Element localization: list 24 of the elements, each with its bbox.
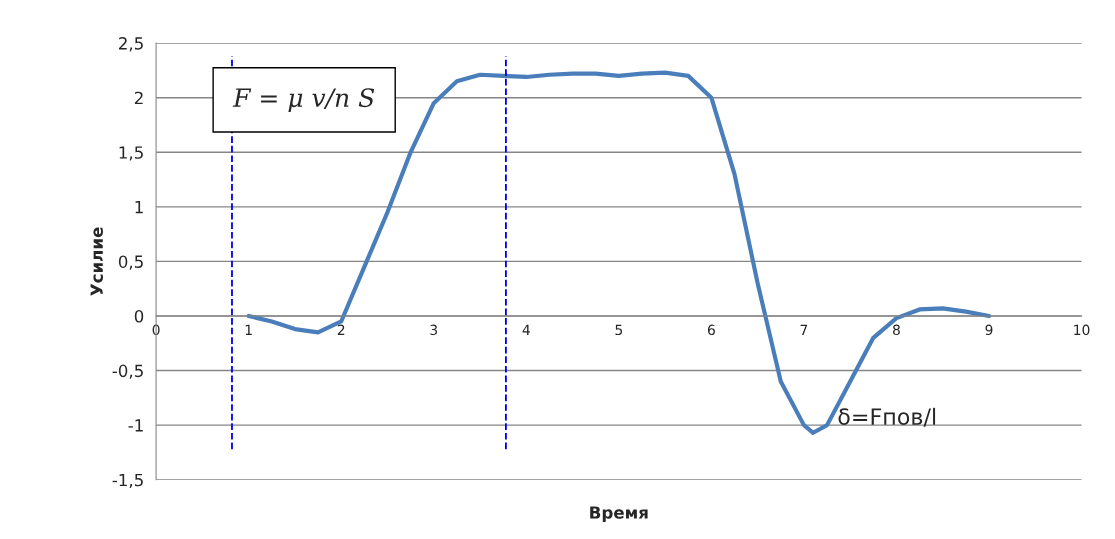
y-tick-label: -1 bbox=[128, 419, 143, 432]
x-tick-label: 7 bbox=[800, 324, 808, 335]
x-tick-label: 10 bbox=[1074, 324, 1090, 336]
y-tick-label: 1,5 bbox=[119, 146, 143, 161]
y-tick-label: 1 bbox=[135, 201, 143, 214]
x-tick-label: 2 bbox=[337, 324, 345, 335]
y-axis-title: Усилие bbox=[90, 227, 103, 296]
x-tick-label: 0 bbox=[152, 324, 160, 336]
annotation: F = μ v/n S bbox=[232, 88, 375, 112]
y-tick-label: 2 bbox=[134, 91, 143, 105]
x-tick-label: 5 bbox=[615, 324, 623, 336]
y-tick-label: -1,5 bbox=[112, 473, 143, 488]
x-tick-label: 1 bbox=[245, 324, 252, 335]
annotation: δ=Fпов/l bbox=[838, 407, 936, 427]
x-tick-label: 9 bbox=[985, 324, 993, 336]
x-tick-label: 6 bbox=[707, 324, 715, 336]
x-axis-title: Время bbox=[590, 506, 648, 523]
x-tick-label: 4 bbox=[522, 324, 530, 335]
y-tick-label: 2,5 bbox=[119, 37, 143, 52]
x-tick-label: 8 bbox=[892, 324, 900, 336]
y-tick-label: 0 bbox=[134, 309, 144, 323]
y-tick-label: 0,5 bbox=[118, 255, 143, 270]
x-tick-label: 3 bbox=[430, 324, 438, 336]
y-tick-label: -0,5 bbox=[112, 364, 143, 379]
